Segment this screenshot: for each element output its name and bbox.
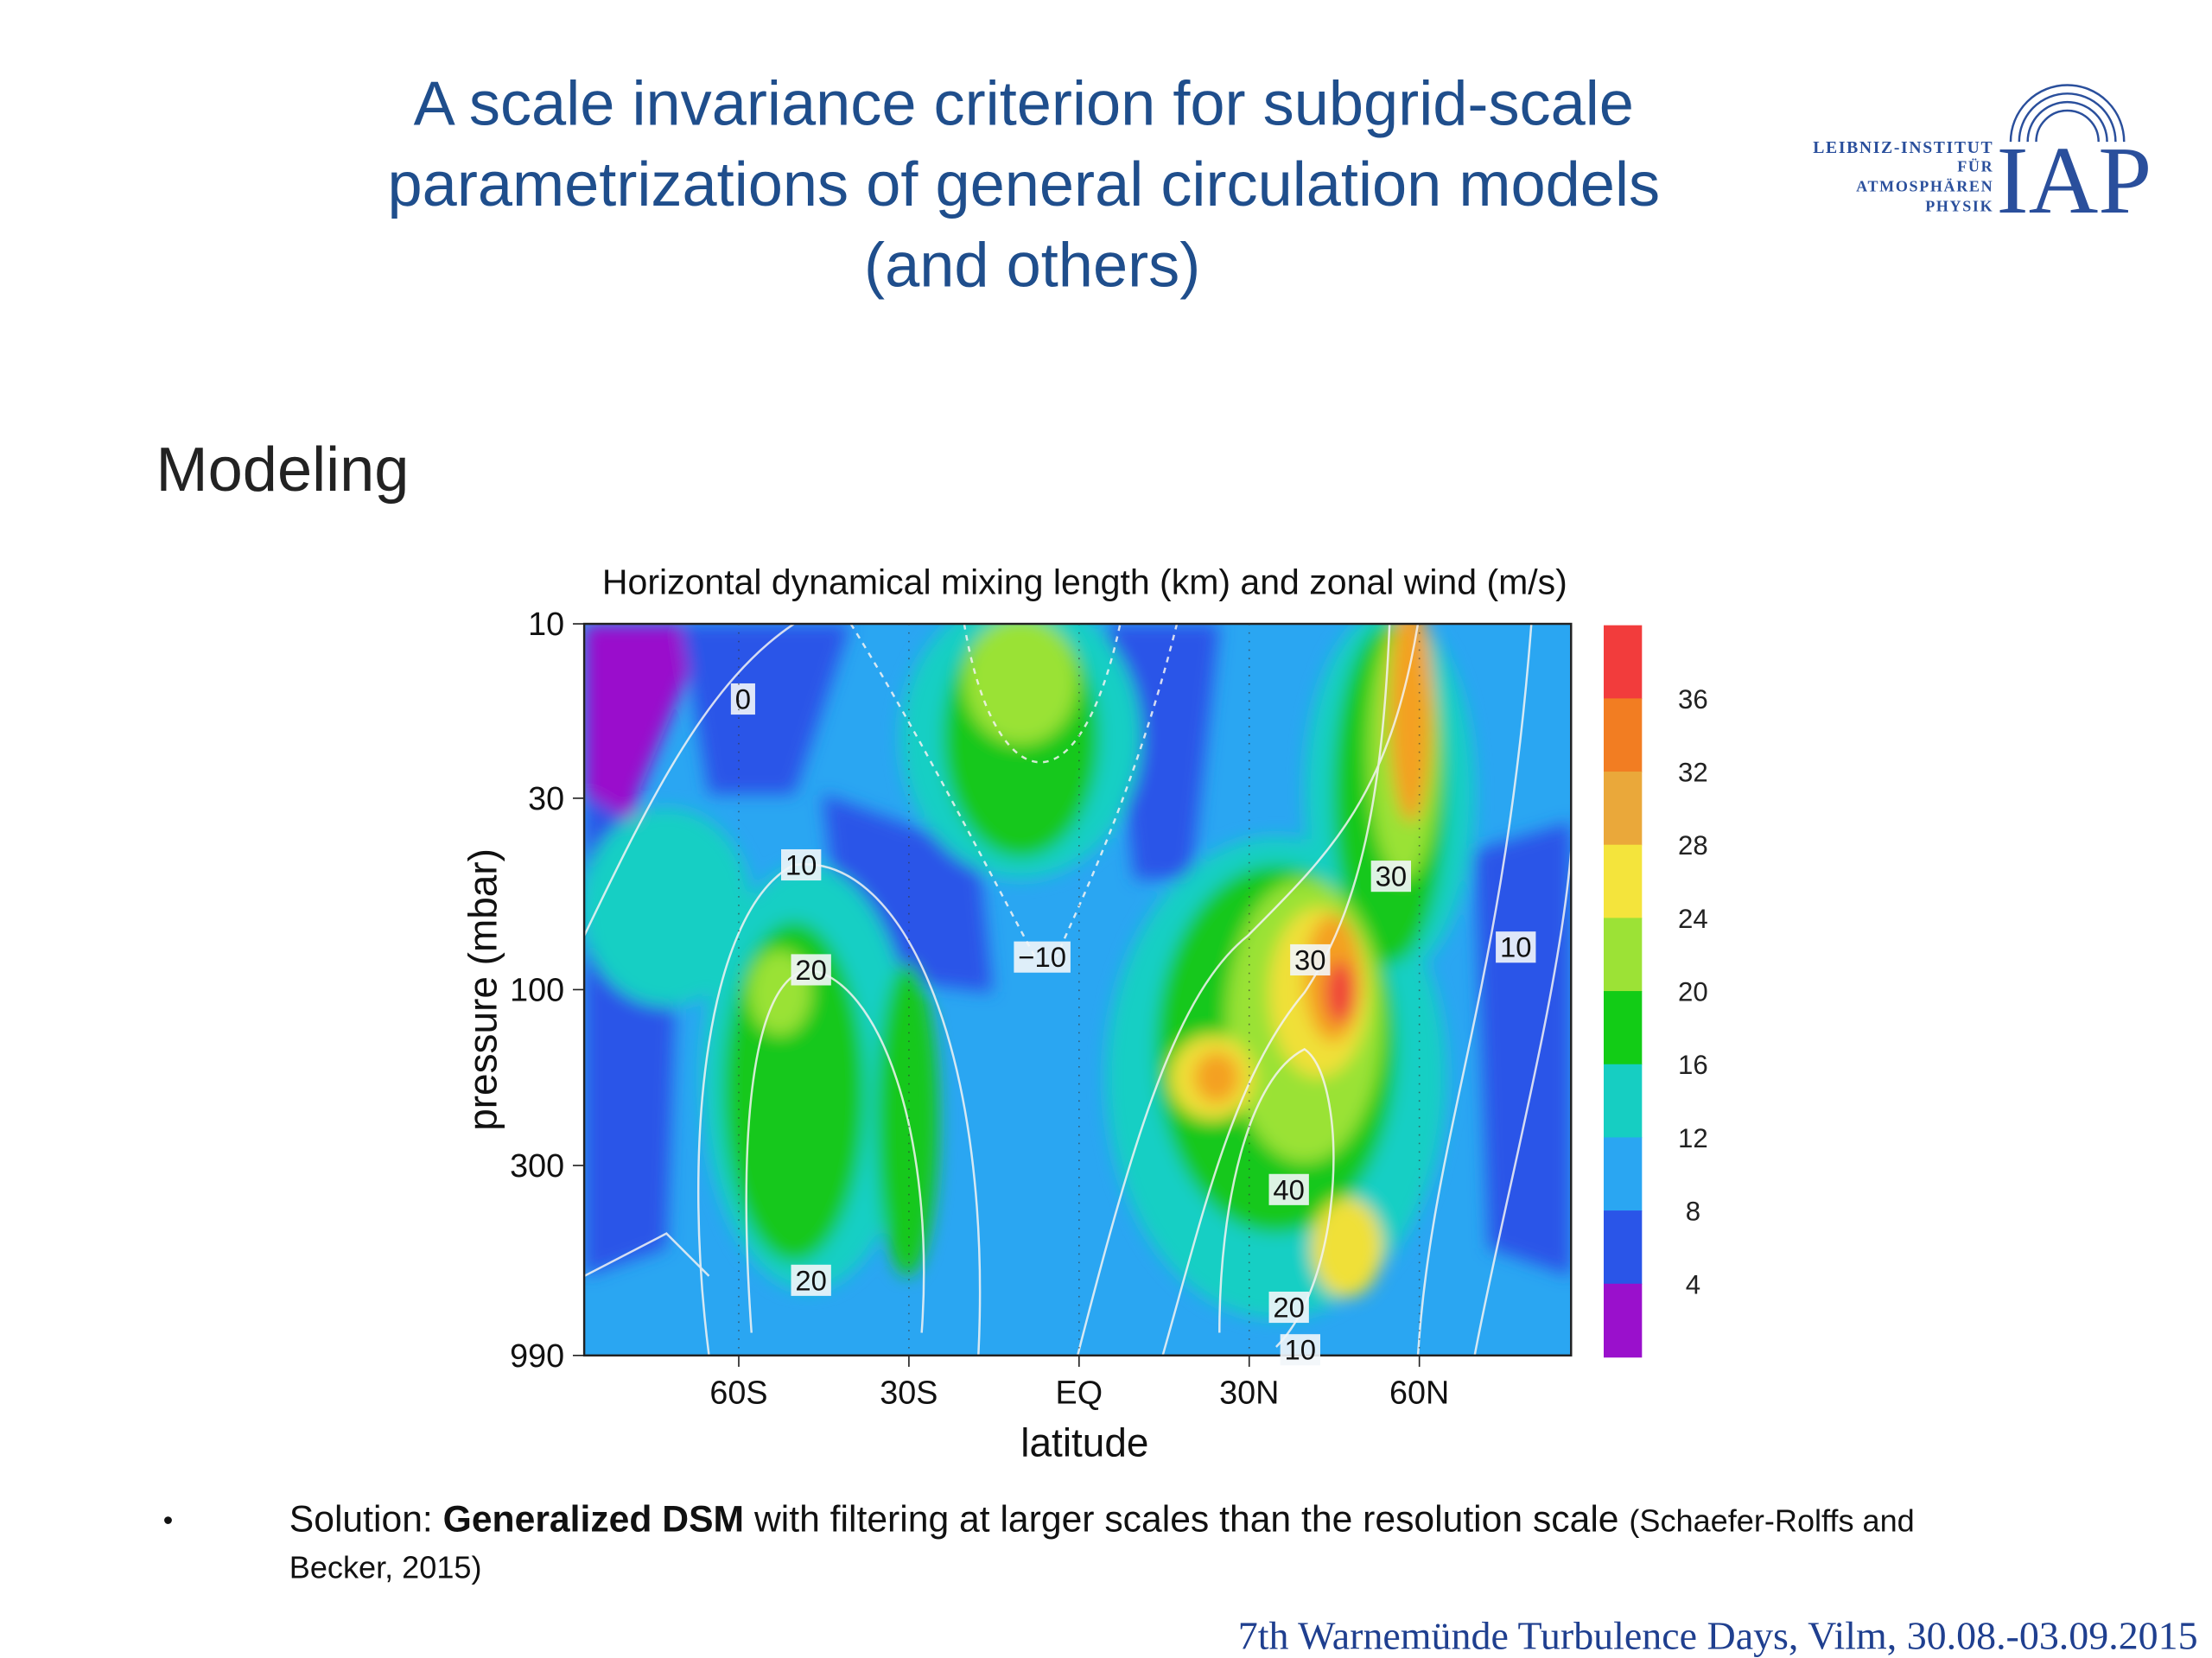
bullet-citation: (Schaefer-Rolffs and [1629,1502,1914,1538]
colorbar-label: 20 [1678,977,1708,1007]
colorbar: 36 32 28 24 20 16 12 8 4 [1603,625,1708,1358]
y-tick-label: 990 [510,1337,564,1374]
title-line: A scale invariance criterion for subgrid… [414,69,1634,138]
contour-label-box [1268,1291,1309,1324]
colorbar-segment [1603,1210,1643,1285]
logo: LEIBNIZ-INSTITUT FÜR ATMOSPHÄREN PHYSIK … [1813,84,2152,234]
contour-label-box [791,954,831,986]
x-axis-label: latitude [1020,1420,1148,1464]
colorbar-segment [1603,918,1643,992]
contour-label-box [1280,1334,1320,1366]
bullet-text: Solution: Generalized DSM with filtering… [289,1498,1915,1540]
contour-label-box [1268,1173,1309,1205]
bullet-part: Solution: [289,1498,443,1540]
colorbar-label: 12 [1678,1123,1708,1153]
contour-label: 20 [795,1264,827,1296]
contour-label: 20 [795,954,827,986]
section-heading: Modeling [156,435,410,505]
x-tick-label: 60S [709,1375,767,1411]
title-line: (and others) [864,231,1200,300]
x-tick-label: 30N [1219,1375,1279,1411]
contour-label: 10 [1500,931,1531,963]
field [584,624,1572,1356]
y-tick-label: 300 [510,1147,564,1184]
figure-title: Horizontal dynamical mixing length (km) … [602,562,1567,602]
colorbar-label: 36 [1678,684,1708,715]
field-shapes [584,624,1572,1319]
colorbar-segment [1603,844,1643,919]
contour-label: 10 [1285,1334,1317,1366]
colorbar-segment [1603,991,1643,1065]
colorbar-segment [1603,1137,1643,1211]
colorbar-segment [1603,772,1643,846]
contour-label: −10 [1018,941,1066,973]
colorbar-label: 16 [1678,1050,1708,1080]
title-line: parametrizations of general circulation … [388,150,1661,219]
contour-label: 30 [1376,861,1408,893]
colorbar-segment [1603,1064,1643,1139]
contour-label-box [1370,861,1412,893]
contour-label: 30 [1294,943,1326,975]
colorbar-label: 8 [1686,1197,1700,1227]
contour-labels: 0 10 20 20 −10 30 30 10 40 20 10 [730,683,1536,1366]
logo-text: ATMOSPHÄREN [1856,178,1993,195]
colorbar-label: 24 [1678,904,1708,934]
contour-label-box [1014,941,1071,973]
bullet-part: with filtering at larger scales than the… [744,1498,1629,1540]
contour-label: 10 [785,849,817,881]
x-tick-label: EQ [1056,1375,1103,1411]
x-tick-label: 30S [880,1375,938,1411]
colorbar-segment [1603,625,1643,700]
contour-label: 40 [1273,1173,1305,1205]
y-tick-label: 30 [528,780,564,816]
bullet-citation: Becker, 2015) [289,1549,482,1585]
contour-label: 0 [735,683,751,715]
contour-label-box [730,683,755,715]
colorbar-segment [1603,1283,1643,1358]
footer: 7th Warnemünde Turbulence Days, Vilm, 30… [1238,1613,2198,1657]
colorbar-label: 32 [1678,758,1708,788]
contour-label-box [791,1264,831,1296]
contour-label-box [781,848,822,881]
contour-label: 20 [1273,1292,1305,1324]
logo-mark: IAP [1997,128,2152,234]
x-tick-label: 60N [1389,1375,1449,1411]
colorbar-label: 28 [1678,830,1708,861]
bullet-mark: • [163,1504,174,1536]
logo-text: FÜR [1957,158,1993,175]
bullet-bold: Generalized DSM [443,1498,744,1540]
contour-label-box [1290,943,1331,976]
y-tick-label: 100 [510,972,564,1008]
y-tick-label: 10 [528,606,564,642]
contours [584,624,1572,1356]
logo-text: LEIBNIZ-INSTITUT [1813,138,1993,157]
colorbar-label: 4 [1686,1269,1700,1299]
logo-arcs [2009,84,2126,143]
y-axis-label: pressure (mbar) [460,848,505,1131]
logo-text: PHYSIK [1925,198,1993,215]
contour-label-box [1496,931,1536,963]
colorbar-segment [1603,698,1643,772]
